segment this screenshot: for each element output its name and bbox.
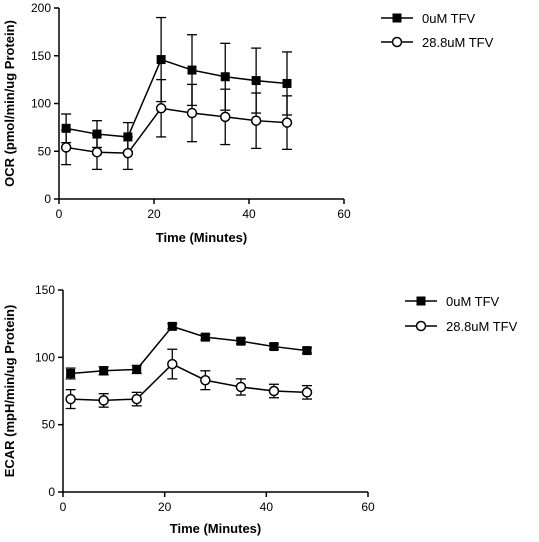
y-tick-label: 50 [42, 418, 56, 432]
x-tick-label: 0 [56, 207, 63, 221]
data-point [98, 395, 109, 406]
series-1 [65, 348, 313, 410]
legend-label: 0uM TFV [422, 11, 476, 26]
series-line [70, 363, 308, 402]
y-tick-label: 0 [44, 192, 51, 206]
x-axis-title: Time (Minutes) [156, 230, 248, 245]
data-point [122, 147, 134, 159]
y-tick-label: 150 [35, 283, 55, 297]
legend-marker [416, 296, 426, 306]
y-tick-label: 50 [38, 144, 52, 158]
data-point [220, 72, 230, 82]
x-tick-label: 20 [147, 207, 161, 221]
data-point [65, 393, 76, 405]
series-0 [65, 321, 312, 380]
y-tick-label: 200 [31, 1, 51, 15]
data-point [251, 76, 261, 86]
legend-label: 28.8uM TFV [422, 35, 494, 50]
data-point [282, 78, 292, 88]
series-1 [60, 78, 293, 171]
data-point [250, 115, 262, 126]
data-point [131, 393, 142, 405]
legend-marker [392, 13, 402, 23]
y-tick-label: 100 [31, 97, 51, 111]
series-line [70, 325, 308, 375]
data-point [66, 368, 76, 378]
series-0 [61, 16, 292, 152]
legend-label: 28.8uM TFV [446, 319, 518, 334]
series-line [65, 58, 288, 138]
data-point [91, 146, 103, 158]
x-tick-label: 40 [242, 207, 256, 221]
y-tick-label: 150 [31, 49, 51, 63]
data-point [269, 342, 279, 352]
ecar-chart: 0 50 100 150 0 20 40 60 Time (Minutes) ECAR (mpH/… [2, 283, 518, 536]
data-point [200, 332, 210, 342]
legend-label: 0uM TFV [446, 294, 500, 309]
x-tick-label: 60 [361, 500, 375, 514]
data-point [302, 346, 312, 356]
data-point [60, 142, 72, 153]
data-point [156, 55, 166, 65]
legend-marker [415, 320, 427, 332]
y-tick-label: 0 [48, 485, 55, 499]
data-point [200, 374, 211, 386]
ocr-chart: 0 50 100 150 200 0 20 40 60 Time (Minutes) OCR (pm… [2, 1, 494, 245]
x-tick-label: 20 [158, 500, 172, 514]
data-point [301, 387, 313, 398]
data-point [167, 321, 177, 331]
data-point [167, 358, 178, 370]
data-point [155, 103, 167, 114]
data-point [236, 336, 246, 346]
data-point [187, 65, 197, 75]
y-tick-label: 100 [35, 350, 55, 364]
data-point [61, 123, 71, 133]
y-axis-title: OCR (pmol/min/ug Protein) [2, 20, 17, 187]
y-axis-title: ECAR (mpH/min/ug Protein) [2, 305, 17, 478]
data-point [235, 381, 247, 393]
data-point [132, 364, 142, 374]
data-point [220, 111, 231, 123]
x-tick-label: 0 [60, 500, 67, 514]
x-axis-title: Time (Minutes) [170, 521, 262, 536]
data-point [268, 385, 280, 397]
x-tick-label: 60 [337, 207, 351, 221]
x-tick-label: 40 [260, 500, 274, 514]
data-point [281, 117, 293, 128]
data-point [99, 366, 109, 376]
data-point [186, 107, 198, 119]
data-point [92, 129, 102, 139]
legend-marker [391, 36, 403, 48]
